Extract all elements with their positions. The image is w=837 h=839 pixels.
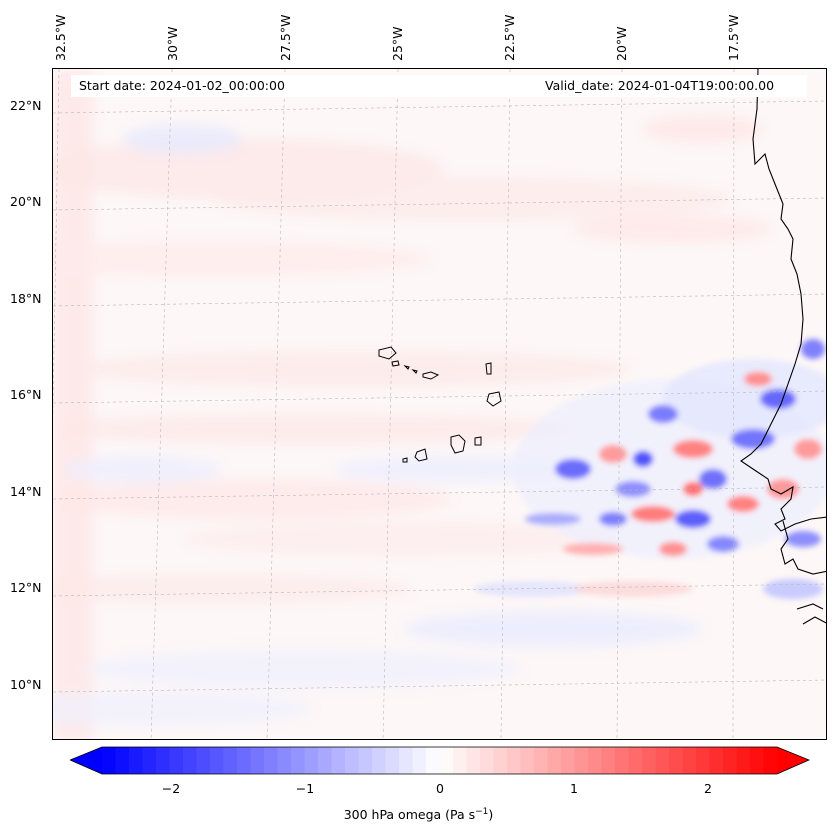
- lon-label-22-5w: 22.5°W: [502, 14, 517, 61]
- colorbar-cell: [696, 747, 710, 774]
- colorbar-cell: [250, 747, 265, 774]
- colorbar-cell: [156, 747, 170, 774]
- lon-label-25w: 25°W: [390, 26, 405, 61]
- colorbar-cell: [723, 747, 737, 774]
- colorbar-cell: [426, 747, 440, 774]
- colorbar-cell: [358, 747, 373, 774]
- colorbar-cell: [669, 747, 683, 774]
- lat-label-12n: 12°N: [10, 580, 42, 595]
- colorbar-cell: [264, 747, 278, 774]
- colorbar-cell: [169, 747, 184, 774]
- colorbar-cell: [318, 747, 332, 774]
- colorbar-extend-max: [777, 747, 809, 774]
- colorbar-cell: [291, 747, 305, 774]
- colorbar-cell: [534, 747, 548, 774]
- colorbar-cell: [385, 747, 400, 774]
- lat-label-16n: 16°N: [10, 387, 42, 402]
- colorbar-cell: [642, 747, 656, 774]
- colorbar-cell: [736, 747, 751, 774]
- colorbar-cell: [304, 747, 319, 774]
- colorbar-cell: [655, 747, 670, 774]
- colorbar-tick-2: 2: [704, 781, 712, 796]
- colorbar-cell: [183, 747, 197, 774]
- colorbar-cell: [412, 747, 427, 774]
- colorbar-cell: [223, 747, 238, 774]
- colorbar-tick-minus1: −1: [295, 781, 315, 796]
- lon-label-17-5w: 17.5°W: [726, 14, 741, 61]
- map-canvas: [53, 69, 826, 739]
- islands: [378, 346, 502, 463]
- graticule: [53, 69, 826, 739]
- colorbar-cell: [439, 747, 454, 774]
- lat-label-18n: 18°N: [10, 291, 42, 306]
- colorbar-outline: [70, 746, 810, 775]
- colorbar-cell: [493, 747, 508, 774]
- colorbar-label-close: ): [488, 807, 494, 823]
- colorbar-cell: [345, 747, 359, 774]
- colorbar-cell: [453, 747, 467, 774]
- lon-label-20w: 20°W: [614, 26, 629, 61]
- colorbar-label-text: 300 hPa omega (Pa s: [343, 807, 476, 823]
- lat-label-14n: 14°N: [10, 484, 42, 499]
- colorbar-extend-min: [70, 747, 102, 774]
- colorbar-cell: [210, 747, 224, 774]
- colorbar-cell: [331, 747, 346, 774]
- lat-label-20n: 20°N: [10, 194, 42, 209]
- colorbar-cell: [102, 747, 116, 774]
- map-panel: [52, 68, 827, 740]
- colorbar-cell: [588, 747, 602, 774]
- lon-label-32-5w: 32.5°W: [53, 14, 68, 61]
- lat-label-22n: 22°N: [10, 98, 42, 113]
- colorbar-tick-minus2: −2: [161, 781, 181, 796]
- colorbar-tick-1: 1: [570, 781, 578, 796]
- colorbar-label-exponent: −1: [475, 807, 489, 817]
- lon-label-30w: 30°W: [165, 26, 180, 61]
- colorbar-cell: [615, 747, 629, 774]
- colorbar-cell: [142, 747, 157, 774]
- header-banner: [71, 75, 807, 97]
- colorbar-cell: [601, 747, 616, 774]
- lon-label-27-5w: 27.5°W: [278, 14, 293, 61]
- colorbar-cell: [561, 747, 575, 774]
- colorbar-label: 300 hPa omega (Pa s−1): [0, 807, 837, 822]
- colorbar-cell: [682, 747, 697, 774]
- colorbar-cell: [480, 747, 494, 774]
- omega-field-active-region: [473, 339, 826, 599]
- colorbar-cell: [115, 747, 130, 774]
- colorbar-cell: [628, 747, 643, 774]
- valid-date-label: Valid_date: 2024-01-04T19:00:00.00: [545, 78, 775, 93]
- colorbar-cell: [520, 747, 535, 774]
- colorbar-cell: [750, 747, 764, 774]
- colorbar-svg: [70, 746, 810, 775]
- lat-label-10n: 10°N: [10, 677, 42, 692]
- colorbar-cell: [466, 747, 481, 774]
- colorbar-cell: [399, 747, 413, 774]
- colorbar-cell: [372, 747, 386, 774]
- colorbar-cell: [507, 747, 521, 774]
- colorbar-cell: [709, 747, 724, 774]
- colorbar-cell: [763, 747, 778, 774]
- colorbar-cell: [574, 747, 589, 774]
- colorbar-cell: [129, 747, 143, 774]
- colorbar-cell: [196, 747, 211, 774]
- colorbar-cell: [237, 747, 251, 774]
- start-date-label: Start date: 2024-01-02_00:00:00: [79, 78, 285, 93]
- colorbar-cell: [547, 747, 562, 774]
- coastline: [740, 69, 826, 625]
- colorbar-tick-0: 0: [436, 781, 444, 796]
- colorbar: [70, 746, 810, 776]
- colorbar-cell: [277, 747, 292, 774]
